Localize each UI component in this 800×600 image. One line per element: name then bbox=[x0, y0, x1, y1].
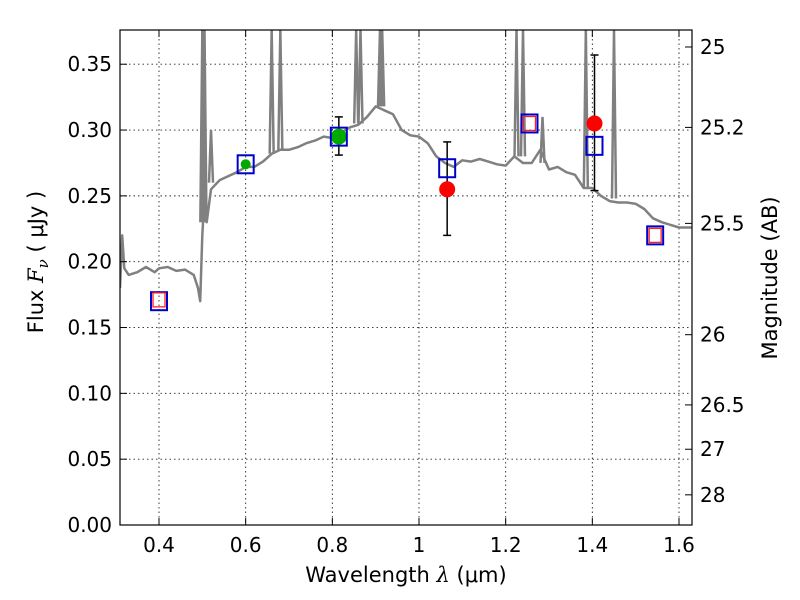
emission-line bbox=[268, 30, 275, 154]
x-axis-label: Wavelength λ (μm) bbox=[305, 563, 506, 587]
model-box-marker bbox=[646, 225, 665, 246]
y-axis-label: Flux Fν ( μJy ) bbox=[24, 191, 52, 333]
emission-line bbox=[610, 30, 618, 199]
red-box-marker bbox=[152, 292, 166, 308]
emission-line bbox=[357, 30, 364, 124]
y2-tick-label: 28 bbox=[700, 483, 725, 507]
y-tick-label: 0.00 bbox=[67, 513, 112, 537]
emission-line bbox=[201, 30, 208, 223]
x-tick-label: 0.8 bbox=[316, 533, 348, 557]
model-box-marker bbox=[585, 135, 604, 156]
emission-line bbox=[582, 30, 590, 188]
emission-line bbox=[207, 130, 215, 183]
emission-line bbox=[539, 116, 546, 164]
grid bbox=[120, 30, 692, 526]
y2-axis-label: Magnitude (AB) bbox=[758, 196, 782, 359]
ticks: 0.4 0.6 0.8 1 1.2 1.4 1.6 0.00 0.05 0.10 0.15 0.20 0… bbox=[67, 30, 745, 557]
y-tick-label: 0.10 bbox=[67, 381, 112, 405]
model-box-marker bbox=[520, 113, 539, 134]
x-tick-label: 1.2 bbox=[490, 533, 522, 557]
y2-tick-label: 25.5 bbox=[700, 211, 745, 235]
template-spectrum-line bbox=[120, 105, 692, 303]
y2-tick-label: 25 bbox=[700, 35, 725, 59]
y-tick-label: 0.05 bbox=[67, 447, 112, 471]
model-box-marker bbox=[438, 158, 457, 179]
model-box-marker bbox=[236, 154, 255, 175]
emission-line bbox=[378, 30, 386, 107]
emission-line bbox=[277, 30, 284, 150]
observed-data-point bbox=[586, 115, 603, 132]
y-tick-label: 0.30 bbox=[67, 118, 112, 142]
y2-tick-label: 26.5 bbox=[700, 393, 745, 417]
x-tick-label: 1 bbox=[413, 533, 426, 557]
x-tick-label: 1.4 bbox=[576, 533, 608, 557]
plot-layer bbox=[120, 30, 692, 312]
plot-frame bbox=[119, 29, 693, 526]
model-box-marker bbox=[150, 291, 168, 312]
emission-line bbox=[513, 30, 520, 157]
x-tick-label: 1.6 bbox=[663, 533, 695, 557]
red-box-marker bbox=[522, 115, 537, 132]
model-box-marker bbox=[329, 126, 348, 147]
y-tick-label: 0.35 bbox=[67, 52, 112, 76]
y-tick-label: 0.25 bbox=[67, 184, 112, 208]
green-data-point bbox=[330, 128, 347, 145]
y2-tick-label: 27 bbox=[700, 437, 725, 461]
x-tick-label: 0.4 bbox=[143, 533, 175, 557]
y2-tick-label: 25.2 bbox=[700, 115, 745, 139]
red-box-marker bbox=[648, 227, 662, 244]
y2-tick-label: 26 bbox=[700, 323, 725, 347]
x-tick-label: 0.6 bbox=[230, 533, 262, 557]
observed-data-point bbox=[439, 181, 456, 198]
y-tick-label: 0.20 bbox=[67, 250, 112, 274]
y-tick-label: 0.15 bbox=[67, 316, 112, 340]
emission-line bbox=[352, 30, 360, 124]
green-data-point bbox=[240, 159, 251, 170]
plot-clipped bbox=[120, 30, 692, 303]
